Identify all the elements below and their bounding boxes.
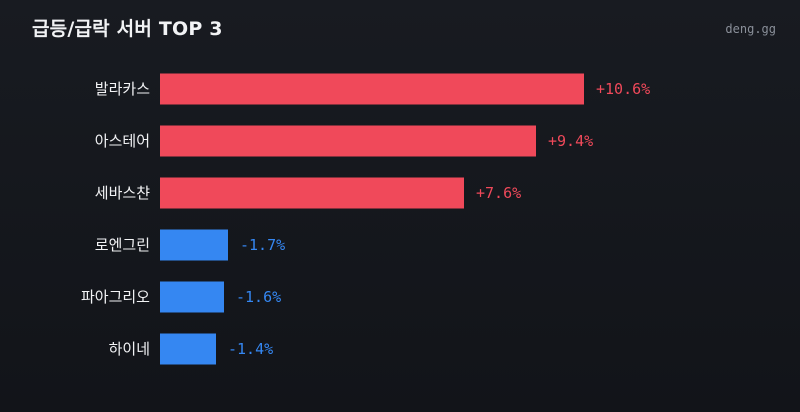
category-label: 발라카스 [95,80,150,98]
bar [160,281,224,313]
value-label: +7.6% [476,184,521,202]
chart-title: 급등/급락 서버 TOP 3 [32,18,223,40]
value-label: +10.6% [596,80,650,98]
category-label: 로엔그린 [95,236,150,254]
bar [160,177,464,209]
bar [160,229,228,261]
value-label: -1.7% [240,236,285,254]
category-label: 하이네 [109,340,150,358]
bar [160,333,216,365]
value-label: -1.6% [236,288,281,306]
category-label: 파아그리오 [81,288,150,306]
value-label: -1.4% [228,340,273,358]
bar [160,73,584,105]
bar [160,125,536,157]
brand-label: deng.gg [725,22,776,36]
value-label: +9.4% [548,132,593,150]
category-label: 세바스챤 [95,184,150,202]
category-label: 아스테어 [95,132,150,150]
